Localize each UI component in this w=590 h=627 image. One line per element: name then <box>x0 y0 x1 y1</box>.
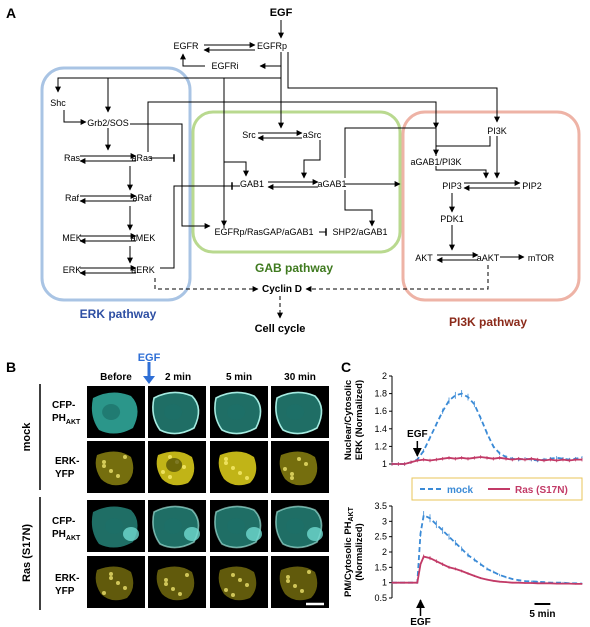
panel-letter-a: A <box>6 5 16 21</box>
micrograph-tile <box>271 386 329 438</box>
micrograph-tile <box>210 386 268 438</box>
node-raf: Raf <box>65 193 80 203</box>
row-label-yfp-mock: YFP <box>55 469 75 480</box>
module-label-pi3k: PI3K pathway <box>449 315 527 329</box>
node-asrc: aSrc <box>303 130 322 140</box>
module-label-erk: ERK pathway <box>80 307 157 321</box>
row-label-ph-mock: PHAKT <box>52 413 81 426</box>
microscopy-grid <box>87 386 329 608</box>
series-line-mock <box>392 513 583 585</box>
y-axis-label: PM/Cytosolic PHAKT(Normalized) <box>343 506 365 597</box>
y-tick-label: 1.8 <box>374 389 387 399</box>
node-ras: Ras <box>64 153 81 163</box>
row-label-cfp-mock: CFP- <box>52 400 75 411</box>
y-tick-label: 1 <box>382 578 387 588</box>
node-mtor: mTOR <box>528 253 555 263</box>
micrograph-tile <box>148 500 206 552</box>
micrograph-tile <box>271 500 329 552</box>
node-aras: aRas <box>131 153 153 163</box>
node-araf: aRaf <box>132 193 152 203</box>
egf-marker-label: EGF <box>138 352 161 364</box>
node-agab1: aGAB1 <box>317 179 346 189</box>
y-tick-label: 1.2 <box>374 441 387 451</box>
node-egf: EGF <box>270 7 293 19</box>
y-tick-label: 3.5 <box>374 501 387 511</box>
column-header-2min: 2 min <box>165 372 191 383</box>
node-pdk1: PDK1 <box>440 214 464 224</box>
node-grb2sos: Grb2/SOS <box>87 118 129 128</box>
condition-label-ras-s17n: Ras (S17N) <box>21 524 33 582</box>
node-mek: MEK <box>62 233 82 243</box>
y-tick-label: 3 <box>382 516 387 526</box>
erk-module-box <box>40 66 192 302</box>
column-header-5min: 5 min <box>226 372 252 383</box>
legend-mock: mock <box>447 485 474 496</box>
legend-ras-s17n: Ras (S17N) <box>515 485 568 496</box>
y-tick-label: 2 <box>382 371 387 381</box>
micrograph-tile <box>210 441 268 493</box>
y-tick-label: 1.4 <box>374 424 387 434</box>
column-header-30min: 30 min <box>284 372 316 383</box>
node-src: Src <box>242 130 256 140</box>
node-pip3: PIP3 <box>442 181 462 191</box>
condition-label-mock: mock <box>21 422 33 452</box>
module-label-gab: GAB pathway <box>255 261 333 275</box>
node-agab1pi3k: aGAB1/PI3K <box>410 157 461 167</box>
node-shc: Shc <box>50 98 66 108</box>
node-pip2: PIP2 <box>522 181 542 191</box>
erk-translocation-chart: 1 1.2 1.4 1.6 1.8 2 Nuclear/CytosolicERK (Norm… <box>343 371 583 469</box>
micrograph-tile <box>87 441 145 493</box>
panel-letter-b: B <box>6 359 16 375</box>
row-label-ph-ras: PHAKT <box>52 529 81 542</box>
y-tick-label: 1.6 <box>374 406 387 416</box>
egf-annotation-akt: EGF <box>410 617 431 627</box>
micrograph-tile <box>271 556 329 608</box>
pi3k-module-box <box>401 110 581 302</box>
micrograph-tile <box>148 441 206 493</box>
egf-annotation-erk: EGF <box>407 429 428 440</box>
node-cellcycle: Cell cycle <box>255 323 306 335</box>
node-egfri: EGFRi <box>212 61 239 71</box>
series-line-ras-s17n <box>392 555 582 585</box>
node-cyclind: Cyclin D <box>262 284 302 295</box>
node-amek: aMEK <box>131 233 156 243</box>
y-tick-label: 0.5 <box>374 593 387 603</box>
micrograph-tile <box>271 441 329 493</box>
node-gab1: GAB1 <box>240 179 264 189</box>
node-egfr: EGFR <box>173 41 199 51</box>
micrograph-tile <box>87 386 145 438</box>
column-header-before: Before <box>100 372 132 383</box>
node-aakt: aAKT <box>477 253 500 263</box>
node-aerk: aERK <box>131 265 155 275</box>
node-egfrp: EGFRp <box>257 41 287 51</box>
micrograph-tile <box>210 500 268 552</box>
node-pi3k: PI3K <box>487 126 507 136</box>
node-akt: AKT <box>415 253 433 263</box>
micrograph-tile <box>210 556 268 608</box>
node-shp2: SHP2/aGAB1 <box>332 227 387 237</box>
row-label-yfp-ras: YFP <box>55 586 75 597</box>
micrograph-tile <box>148 556 206 608</box>
y-tick-label: 1.5 <box>374 562 387 572</box>
panel-letter-c: C <box>341 359 351 375</box>
node-erk: ERK <box>63 265 82 275</box>
row-label-erk-mock: ERK- <box>55 456 79 467</box>
micrograph-tile <box>87 556 145 608</box>
time-scale-label: 5 min <box>529 609 555 620</box>
row-label-erk-ras: ERK- <box>55 573 79 584</box>
y-tick-label: 2.5 <box>374 532 387 542</box>
akt-translocation-chart: 0.5 1 1.5 2 2.5 3 3.5 PM/Cytosolic PHAKT(Normal… <box>343 501 583 627</box>
micrograph-tile <box>148 386 206 438</box>
y-axis-label: Nuclear/CytosolicERK (Normalized) <box>343 380 365 460</box>
y-tick-label: 2 <box>382 547 387 557</box>
micrograph-tile <box>87 500 145 552</box>
row-label-cfp-ras: CFP- <box>52 516 75 527</box>
y-tick-label: 1 <box>382 459 387 469</box>
node-egfrp-complex: EGFRp/RasGAP/aGAB1 <box>214 227 313 237</box>
